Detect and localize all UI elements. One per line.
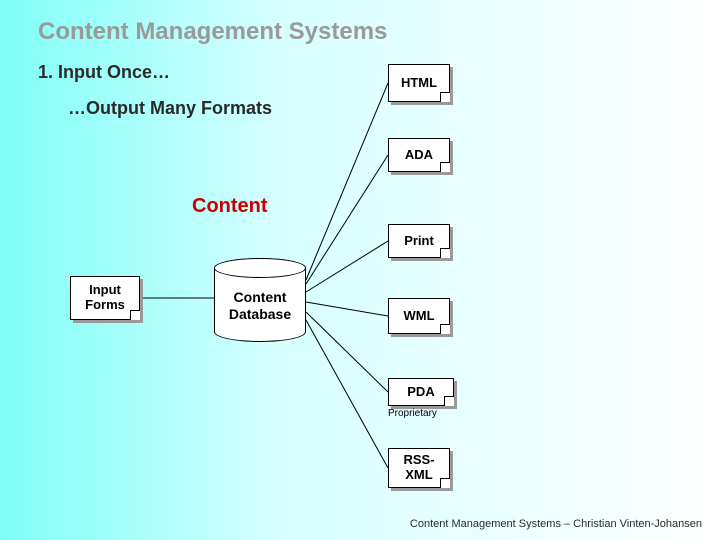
output-label: RSS-XML: [403, 453, 434, 483]
output-note: Print: [388, 224, 450, 258]
output-subcaption: Proprietary: [388, 408, 437, 419]
subtitle-input-once: 1. Input Once…: [38, 62, 170, 83]
output-label: HTML: [401, 76, 437, 91]
output-label: ADA: [405, 148, 433, 163]
output-note: RSS-XML: [388, 448, 450, 488]
subtitle-output-many: …Output Many Formats: [68, 98, 272, 119]
output-label: PDA: [407, 385, 434, 400]
output-label: Print: [404, 234, 434, 249]
output-note: ADA: [388, 138, 450, 172]
output-label: WML: [403, 309, 434, 324]
input-forms-label: InputForms: [85, 283, 125, 313]
output-note: WML: [388, 298, 450, 334]
content-database-cylinder: ContentDatabase: [214, 258, 306, 342]
page-title: Content Management Systems: [38, 18, 387, 46]
content-heading: Content: [192, 195, 268, 218]
input-forms-note: InputForms: [70, 276, 140, 320]
content-database-label: ContentDatabase: [215, 289, 305, 323]
output-note: PDA: [388, 378, 454, 406]
output-note: HTML: [388, 64, 450, 102]
footer-credit: Content Management Systems – Christian V…: [410, 518, 702, 530]
